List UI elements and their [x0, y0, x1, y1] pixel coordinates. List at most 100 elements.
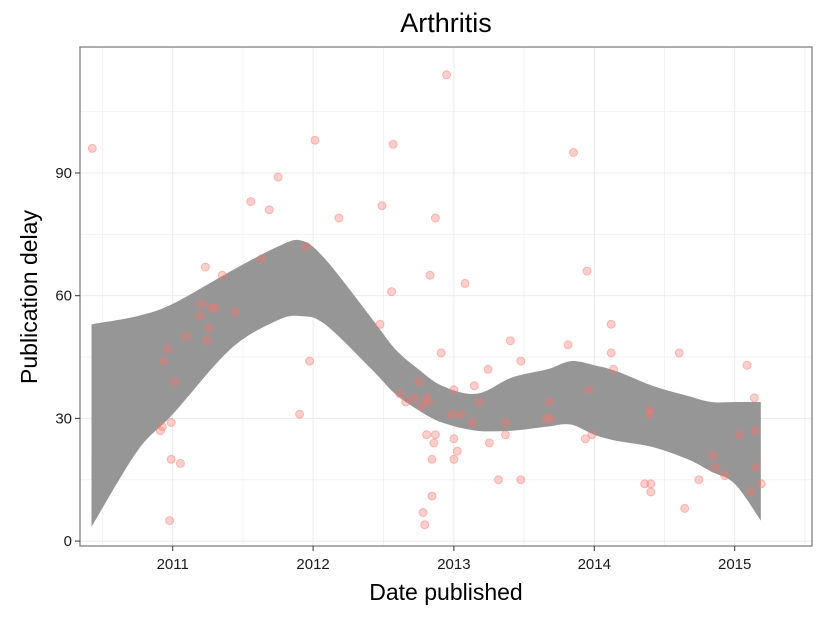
axes: 2011 2012 2013 2014 2015 0 30 60 90 — [55, 165, 751, 573]
data-point — [484, 438, 494, 448]
data-point — [442, 70, 452, 80]
data-point — [295, 409, 305, 419]
data-point — [395, 389, 405, 399]
data-point — [334, 213, 344, 223]
data-point — [587, 430, 597, 440]
data-point — [646, 487, 656, 497]
confidence-band — [91, 239, 761, 527]
data-point — [166, 454, 176, 464]
data-point — [516, 475, 526, 485]
x-axis-title: Date published — [369, 579, 522, 605]
data-point — [436, 348, 446, 358]
data-point — [735, 430, 745, 440]
data-point — [474, 397, 484, 407]
data-point — [159, 356, 169, 366]
data-point — [756, 479, 766, 489]
data-point — [500, 430, 510, 440]
data-point — [646, 479, 656, 489]
data-point — [541, 413, 551, 423]
data-point — [387, 287, 397, 297]
data-point — [746, 487, 756, 497]
data-point — [429, 438, 439, 448]
data-point — [273, 172, 283, 182]
data-point — [170, 377, 180, 387]
data-point — [256, 254, 266, 264]
data-point — [751, 463, 761, 472]
data-point — [165, 516, 175, 526]
data-point — [544, 397, 554, 407]
data-point — [720, 471, 730, 481]
data-point — [310, 135, 320, 145]
data-point — [606, 348, 616, 358]
data-point — [467, 418, 477, 427]
chart-title: Arthritis — [400, 8, 492, 38]
panel-border — [79, 46, 813, 547]
y-axis-title: Publication delay — [16, 210, 42, 384]
data-point — [231, 307, 241, 317]
data-point — [175, 458, 185, 468]
data-point — [609, 364, 618, 374]
data-point — [264, 205, 274, 215]
data-point — [377, 201, 387, 211]
data-point — [460, 278, 470, 288]
data-point — [494, 475, 503, 485]
data-point — [195, 311, 205, 321]
data-point — [217, 270, 227, 280]
data-point — [447, 409, 457, 419]
data-point — [155, 426, 165, 436]
data-points — [87, 70, 766, 530]
data-point — [545, 413, 555, 423]
data-point — [157, 422, 167, 432]
data-point — [388, 139, 398, 149]
data-point — [424, 397, 433, 407]
data-point — [456, 409, 466, 419]
data-point — [416, 401, 426, 411]
data-point — [418, 508, 428, 517]
data-point — [414, 377, 424, 387]
y-tick-label: 0 — [64, 533, 72, 550]
data-point — [708, 450, 718, 460]
data-point — [500, 418, 510, 427]
data-point — [207, 303, 217, 313]
data-point — [449, 385, 459, 395]
data-point — [420, 520, 430, 530]
data-point — [430, 430, 440, 440]
data-point — [210, 303, 220, 313]
data-point — [483, 364, 493, 374]
data-point — [711, 463, 721, 472]
data-point — [202, 336, 212, 346]
data-point — [516, 356, 526, 366]
data-point — [427, 454, 437, 464]
x-tick-label: 2014 — [578, 556, 611, 573]
x-tick-label: 2013 — [437, 556, 470, 573]
data-point — [305, 356, 315, 366]
data-point — [197, 299, 207, 309]
data-point — [505, 336, 515, 346]
data-point — [640, 479, 650, 489]
data-point — [606, 319, 616, 329]
data-point — [469, 381, 479, 391]
data-point — [181, 332, 191, 342]
data-point — [204, 323, 214, 333]
data-point — [584, 385, 594, 395]
data-point — [751, 426, 761, 436]
x-tick-label: 2011 — [157, 556, 189, 573]
x-tick-label: 2012 — [296, 556, 329, 573]
data-point — [427, 491, 437, 501]
data-point — [569, 148, 578, 157]
data-point — [644, 409, 654, 419]
data-point — [409, 393, 419, 403]
data-point — [563, 340, 573, 350]
data-point — [644, 405, 654, 415]
data-point — [425, 270, 435, 280]
data-point — [430, 213, 440, 223]
y-tick-label: 60 — [55, 288, 72, 305]
x-tick-label: 2015 — [718, 556, 751, 573]
data-point — [749, 393, 759, 403]
data-point — [582, 266, 592, 276]
data-point — [674, 348, 684, 358]
data-point — [301, 242, 311, 252]
data-point — [375, 319, 385, 329]
data-point — [422, 430, 432, 440]
y-tick-label: 30 — [55, 410, 72, 427]
